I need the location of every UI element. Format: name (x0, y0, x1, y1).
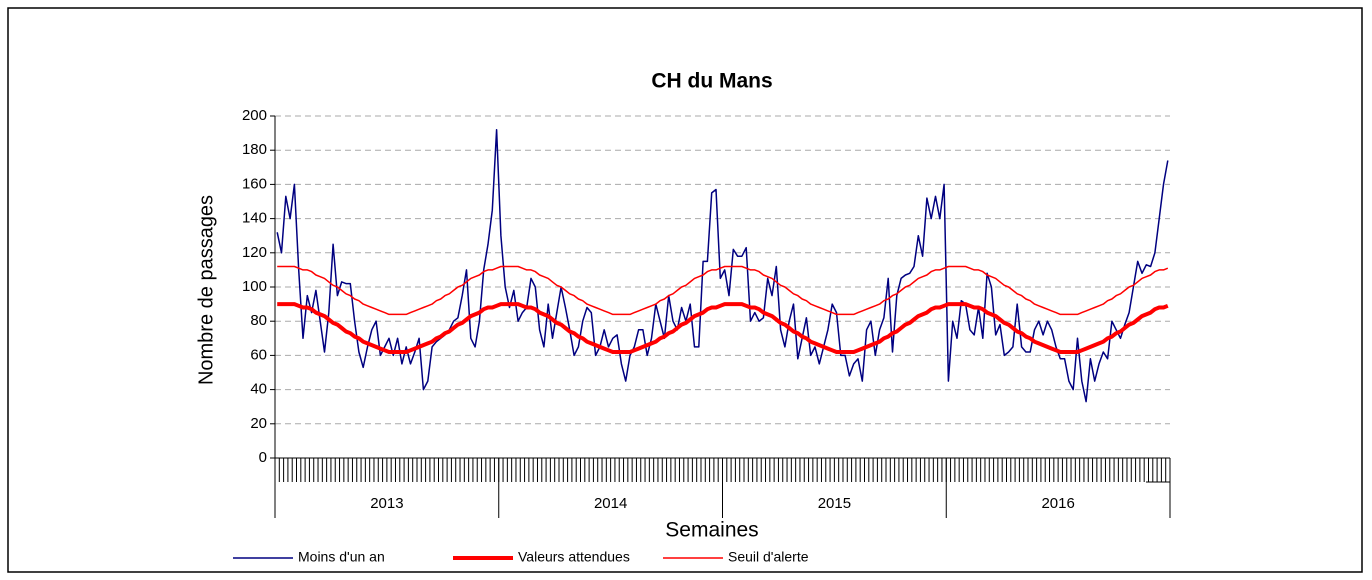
x-axis-label: Semaines (665, 519, 758, 542)
chart-title: CH du Mans (651, 70, 772, 93)
group-label: 2015 (818, 495, 851, 512)
legend-label: Seuil d'alerte (728, 549, 809, 565)
y-tick-label: 60 (250, 346, 267, 363)
series-line (277, 265, 1169, 316)
y-axis-label: Nombre de passages (195, 195, 217, 385)
y-tick-label: 140 (242, 210, 267, 227)
y-tick-label: 100 (242, 278, 267, 295)
y-tick-label: 160 (242, 175, 267, 192)
y-tick-label: 180 (242, 141, 267, 158)
group-label: 2014 (594, 495, 627, 512)
y-tick-label: 0 (259, 449, 267, 466)
chart-frame (7, 7, 1363, 573)
series-line (277, 302, 1169, 354)
y-tick-label: 40 (250, 381, 267, 398)
group-label: 2016 (1041, 495, 1074, 512)
group-label: 2013 (370, 495, 403, 512)
y-tick-label: 200 (242, 107, 267, 124)
y-tick-label: 120 (242, 244, 267, 261)
legend-label: Moins d'un an (298, 549, 385, 565)
y-tick-label: 80 (250, 312, 267, 329)
y-tick-label: 20 (250, 415, 267, 432)
series-line (276, 128, 1169, 403)
legend-label: Valeurs attendues (518, 549, 630, 565)
